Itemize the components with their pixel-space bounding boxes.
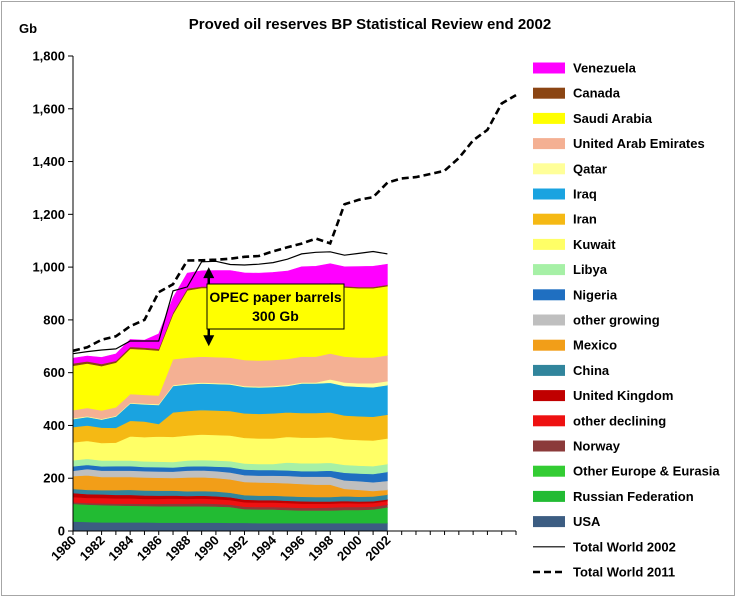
y-axis-unit-label: Gb — [19, 21, 37, 36]
y-tick-label: 800 — [43, 312, 65, 327]
x-tick-label: 1996 — [277, 533, 308, 564]
x-tick-label: 2000 — [334, 533, 365, 564]
x-tick-label: 2002 — [362, 533, 393, 564]
legend-label-kuwait: Kuwait — [573, 237, 616, 252]
legend-label-iraq: Iraq — [573, 187, 597, 202]
legend-swatch-norway — [533, 440, 565, 452]
x-tick-label: 1984 — [105, 532, 137, 564]
legend-label-saudi-arabia: Saudi Arabia — [573, 111, 653, 126]
legend-swatch-venezuela — [533, 62, 565, 74]
chart-axes — [72, 56, 516, 532]
legend-label-other-growing: other growing — [573, 313, 660, 328]
legend-swatch-other-europe-and-eurasia — [533, 465, 565, 477]
legend-label-total-world-2011: Total World 2011 — [573, 565, 675, 580]
legend-swatch-libya — [533, 264, 565, 276]
legend-swatch-iran — [533, 213, 565, 225]
legend-swatch-china — [533, 364, 565, 376]
legend-swatch-russian-federation — [533, 490, 565, 502]
x-tick-label: 1994 — [248, 532, 280, 564]
legend-label-norway: Norway — [573, 439, 621, 454]
legend-swatch-iraq — [533, 188, 565, 200]
line-total-world-2002 — [72, 250, 388, 355]
x-tick-label: 1992 — [220, 533, 251, 564]
opec-arrow-head-up — [203, 267, 215, 279]
legend-swatch-qatar — [533, 163, 565, 175]
x-tick-label: 1986 — [134, 533, 165, 564]
chart-legend: Venezuela Canada Saudi Arabia United Arab E… — [533, 61, 720, 580]
legend-label-united-arab-emirates: United Arab Emirates — [573, 136, 705, 151]
legend-label-venezuela: Venezuela — [573, 61, 637, 76]
y-tick-label: 1,800 — [32, 49, 65, 64]
legend-swatch-other-growing — [533, 314, 565, 326]
x-tick-label: 1988 — [162, 533, 193, 564]
legend-label-china: China — [573, 363, 610, 378]
chart-title: Proved oil reserves BP Statistical Revie… — [189, 16, 551, 33]
legend-label-other-declining: other declining — [573, 413, 666, 428]
y-axis-ticks: 0 200 400 600 800 1,000 1,200 1,400 1,600 1,800 — [32, 49, 73, 539]
legend-swatch-saudi-arabia — [533, 112, 565, 124]
x-tick-label: 1980 — [48, 533, 79, 564]
opec-annotation: OPEC paper barrels 300 Gb — [203, 267, 345, 347]
legend-label-libya: Libya — [573, 262, 608, 277]
legend-swatch-mexico — [533, 339, 565, 351]
legend-label-canada: Canada — [573, 86, 621, 101]
x-tick-label: 1998 — [305, 533, 336, 564]
area-venezuela — [72, 263, 388, 365]
x-tick-label: 1990 — [191, 533, 222, 564]
legend-label-total-world-2002: Total World 2002 — [573, 539, 676, 554]
legend-swatch-usa — [533, 516, 565, 528]
legend-label-usa: USA — [573, 514, 601, 529]
legend-label-iran: Iran — [573, 212, 597, 227]
x-axis-ticks: 1980198219841986198819901992199419961998… — [48, 531, 517, 564]
opec-label-box — [206, 283, 345, 330]
opec-arrow-head-down — [203, 335, 215, 347]
legend-swatch-nigeria — [533, 289, 565, 301]
y-tick-label: 1,600 — [32, 101, 65, 116]
y-tick-label: 1,200 — [32, 207, 65, 222]
legend-swatch-kuwait — [533, 238, 565, 250]
legend-label-qatar: Qatar — [573, 161, 607, 176]
x-tick-label: 1982 — [77, 533, 108, 564]
y-tick-label: 600 — [43, 365, 65, 380]
opec-label-line: 300 Gb — [252, 308, 299, 324]
total-world-lines — [72, 93, 517, 355]
opec-label-line: OPEC paper barrels — [209, 289, 341, 305]
legend-label-united-kingdom: United Kingdom — [573, 388, 673, 403]
y-tick-label: 0 — [58, 524, 65, 539]
y-tick-label: 400 — [43, 418, 65, 433]
legend-label-other-europe-and-eurasia: Other Europe & Eurasia — [573, 464, 720, 479]
legend-label-mexico: Mexico — [573, 338, 617, 353]
line-total-world-2011 — [72, 93, 517, 353]
legend-label-russian-federation: Russian Federation — [573, 489, 694, 504]
legend-swatch-canada — [533, 87, 565, 99]
legend-swatch-united-kingdom — [533, 390, 565, 402]
y-tick-label: 1,000 — [32, 260, 65, 275]
legend-swatch-united-arab-emirates — [533, 138, 565, 150]
y-tick-label: 1,400 — [32, 154, 65, 169]
y-tick-label: 200 — [43, 471, 65, 486]
legend-label-nigeria: Nigeria — [573, 287, 618, 302]
legend-swatch-other-declining — [533, 415, 565, 427]
